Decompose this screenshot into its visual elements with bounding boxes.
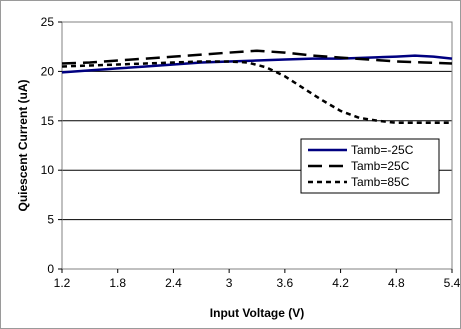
x-tick-label: 2.4	[165, 276, 182, 290]
y-tick-label: 5	[47, 213, 54, 227]
x-tick-label: 4.2	[332, 276, 349, 290]
legend: Tamb=-25C Tamb=25C Tamb=85C	[300, 138, 440, 194]
x-tick-label: 1.2	[54, 276, 71, 290]
y-axis-title: Quiescent Current (uA)	[16, 79, 30, 211]
x-tick-label: 3	[226, 276, 233, 290]
series-line-2	[61, 49, 453, 65]
legend-label-3: Tamb=85C	[351, 175, 410, 189]
series-line-3	[61, 60, 452, 125]
legend-box	[300, 138, 440, 194]
series-lines	[61, 49, 453, 125]
x-tick-label: 3.6	[277, 276, 294, 290]
y-tick-label: 0	[47, 262, 54, 276]
x-tick-label: 1.8	[109, 276, 126, 290]
plot-area	[61, 21, 453, 270]
y-tick-label: 20	[41, 64, 55, 78]
x-axis-title: Input Voltage (V)	[210, 306, 304, 320]
y-tick-label: 15	[41, 114, 55, 128]
axis-ticks: 0 5 10 15 20 25 1.2 1.8 2.4 3 3.6 4.2 4.8 5.4	[41, 15, 461, 290]
y-tick-label: 25	[41, 15, 55, 29]
x-tick-label: 5.4	[444, 276, 461, 290]
series-line-1	[61, 54, 453, 74]
y-tick-label: 10	[41, 163, 55, 177]
legend-label-2: Tamb=25C	[351, 159, 410, 173]
legend-label-1: Tamb=-25C	[351, 143, 414, 157]
x-tick-label: 4.8	[388, 276, 405, 290]
